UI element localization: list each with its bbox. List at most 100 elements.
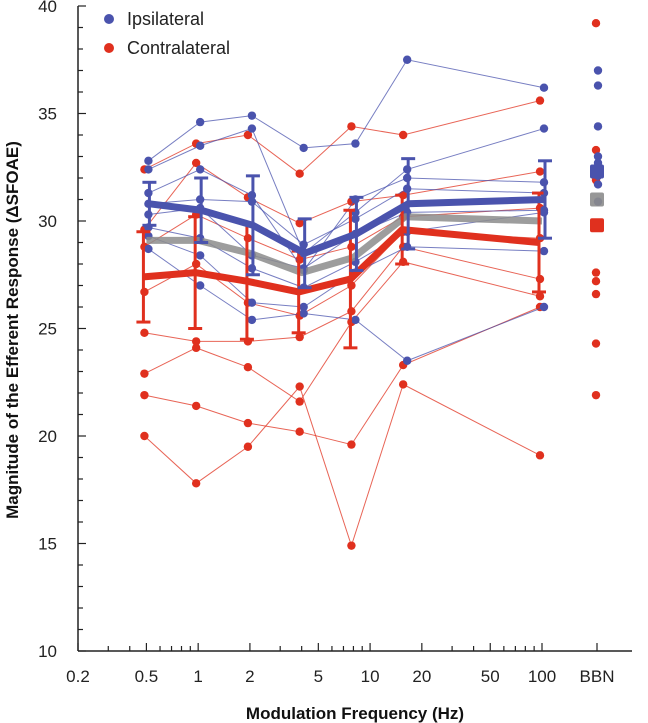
x-tick-label: 10: [361, 667, 380, 686]
x-tick-label: 20: [412, 667, 431, 686]
contralateral-subject-point: [347, 541, 356, 550]
y-tick-label: 25: [38, 320, 57, 339]
contralateral-subject-point: [347, 440, 356, 449]
contralateral-subject-point: [191, 479, 201, 488]
contralateral-subject-point: [295, 332, 304, 342]
contralateral-subject-line: [144, 100, 541, 175]
bbn-contralateral-point: [591, 145, 601, 155]
x-tick-label: BBN: [580, 667, 615, 686]
contralateral-subject-point: [535, 451, 545, 460]
ipsilateral-subject-point: [299, 309, 308, 318]
ipsilateral-subject-point: [402, 55, 412, 64]
ipsilateral-subject-point: [195, 165, 205, 174]
bbn-contralateral-point: [591, 268, 601, 277]
y-axis-title: Magnitude of the Efferent Response (ΔSFO…: [3, 141, 22, 519]
bbn-contralateral-point: [591, 390, 601, 400]
contralateral-subject-point: [535, 167, 545, 176]
ipsilateral-subject-point: [247, 124, 257, 133]
contralateral-bbn-mean: [590, 218, 604, 233]
x-tick-label: 0.5: [135, 667, 159, 686]
contralateral-subject-point: [191, 337, 201, 346]
legend-label-contralateral: Contralateral: [127, 38, 230, 58]
ipsilateral-subject-point: [247, 298, 257, 307]
ipsilateral-subject-point: [195, 141, 205, 150]
x-tick-label: 50: [481, 667, 500, 686]
ipsilateral-subject-line: [148, 59, 545, 162]
ipsilateral-subject-point: [402, 356, 412, 365]
x-tick-label: 1: [193, 667, 202, 686]
ipsilateral-subject-point: [539, 124, 549, 133]
ipsilateral-subject-point: [299, 143, 308, 153]
ipsilateral-subject-point: [195, 117, 205, 127]
x-axis-title: Modulation Frequency (Hz): [246, 704, 464, 723]
y-tick-label: 30: [38, 212, 57, 231]
contralateral-subject-point: [191, 343, 201, 353]
bbn-ipsilateral-point: [593, 66, 603, 75]
y-tick-label: 35: [38, 105, 57, 124]
ipsilateral-subject-point: [195, 281, 205, 290]
bbn-contralateral-point: [591, 277, 601, 286]
contralateral-subject-point: [398, 130, 408, 140]
bbn-contralateral-point: [591, 289, 601, 299]
y-tick-label: 40: [38, 0, 57, 16]
bbn-contralateral-point: [591, 19, 601, 28]
bbn-contralateral-point: [591, 339, 601, 348]
ipsilateral-subject-point: [144, 244, 153, 254]
x-tick-label: 100: [528, 667, 556, 686]
contralateral-subject-point: [295, 397, 304, 406]
contralateral-subject-line: [144, 306, 541, 446]
contralateral-subject-point: [243, 130, 253, 140]
bbn-ipsilateral-point: [593, 122, 603, 131]
contralateral-subject-point: [295, 169, 304, 178]
x-tick-label: 0.2: [66, 667, 90, 686]
contralateral-subject-point: [295, 382, 304, 391]
ipsilateral-subject-point: [247, 111, 257, 120]
ipsilateral-subject-point: [144, 156, 153, 165]
x-tick-label: 2: [245, 667, 254, 686]
ipsilateral-subject-point: [195, 251, 205, 260]
contralateral-subject-point: [295, 218, 304, 228]
contralateral-subject-point: [140, 431, 149, 441]
ipsilateral-subject-point: [539, 83, 549, 92]
combined-bbn-mean: [590, 192, 604, 207]
y-tick-label: 15: [38, 535, 57, 554]
ipsilateral-subject-point: [351, 315, 360, 325]
x-tick-label: 5: [314, 667, 323, 686]
y-tick-label: 20: [38, 427, 57, 446]
contralateral-subject-point: [347, 122, 356, 131]
contralateral-subject-point: [191, 401, 201, 411]
ipsilateral-subject-point: [299, 302, 308, 312]
contralateral-subject-point: [140, 390, 149, 400]
contralateral-subject-point: [243, 363, 253, 372]
ipsilateral-subject-point: [144, 165, 153, 174]
bbn-points: [591, 19, 603, 400]
legend-label-ipsilateral: Ipsilateral: [127, 9, 204, 29]
ipsilateral-subject-point: [539, 246, 549, 256]
legend-marker-contralateral: [104, 43, 114, 53]
legend: Ipsilateral Contralateral: [104, 9, 230, 58]
contralateral-subject-point: [191, 158, 201, 168]
bbn-ipsilateral-point: [593, 180, 603, 189]
contralateral-subject-point: [140, 328, 149, 337]
y-ticks: 10 15 20 25 30 35 40: [38, 0, 86, 661]
contralateral-subject-point: [140, 369, 149, 378]
ipsilateral-bbn-mean: [590, 164, 604, 179]
contralateral-subject-point: [243, 418, 253, 428]
ipsilateral-subject-point: [247, 315, 257, 325]
mean-lines: [136, 157, 604, 350]
y-tick-label: 10: [38, 642, 57, 661]
bbn-ipsilateral-point: [593, 81, 603, 90]
individual-subject-lines: [140, 55, 549, 550]
contralateral-subject-point: [295, 427, 304, 436]
contralateral-subject-point: [535, 292, 545, 301]
legend-marker-ipsilateral: [104, 14, 114, 24]
contralateral-subject-point: [398, 380, 408, 389]
x-ticks: 0.2 0.5 1 2 5 10 20 50 100 BBN: [66, 643, 614, 686]
axes: [77, 6, 632, 652]
ipsilateral-subject-point: [351, 139, 360, 148]
contralateral-subject-point: [243, 442, 253, 451]
contralateral-subject-point: [535, 96, 545, 105]
combined-mean-line: [146, 213, 543, 277]
ipsilateral-subject-point: [539, 302, 549, 312]
